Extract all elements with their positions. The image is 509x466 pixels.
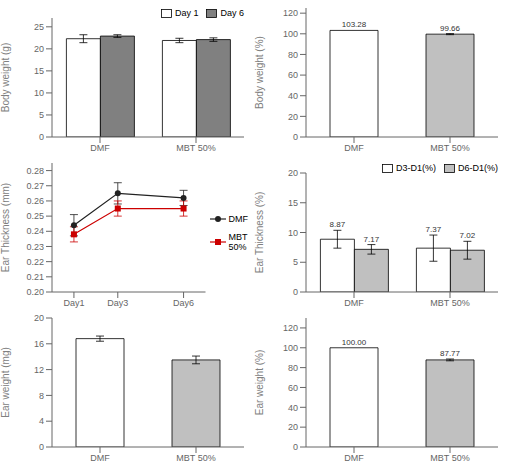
svg-text:MBT 50%: MBT 50% (430, 143, 469, 153)
svg-text:0: 0 (293, 287, 298, 297)
svg-text:0.25: 0.25 (26, 211, 44, 221)
svg-text:100: 100 (283, 343, 298, 353)
svg-text:40: 40 (288, 403, 298, 413)
svg-text:Body weight (%): Body weight (%) (254, 36, 265, 109)
svg-text:8.87: 8.87 (330, 220, 346, 229)
svg-text:7.17: 7.17 (364, 235, 380, 244)
svg-text:DMF: DMF (344, 298, 364, 308)
svg-text:87.77: 87.77 (440, 349, 461, 358)
svg-text:7.37: 7.37 (426, 225, 442, 234)
svg-text:60: 60 (288, 383, 298, 393)
svg-text:60: 60 (288, 70, 298, 80)
svg-text:8: 8 (39, 391, 44, 401)
svg-text:7.02: 7.02 (460, 231, 476, 240)
svg-text:Day6: Day6 (173, 298, 194, 308)
svg-text:16: 16 (34, 339, 44, 349)
svg-text:80: 80 (288, 50, 298, 60)
html-text:D3-D1(%): D3-D1(%) (396, 163, 436, 173)
svg-text:120: 120 (283, 8, 298, 18)
svg-text:0.26: 0.26 (26, 196, 44, 206)
html-text:D6-D1(%): D6-D1(%) (458, 163, 498, 173)
svg-text:0.24: 0.24 (26, 226, 44, 236)
svg-text:4: 4 (39, 416, 44, 426)
svg-text:0.27: 0.27 (26, 181, 44, 191)
svg-text:103.28: 103.28 (342, 20, 367, 29)
svg-text:0.28: 0.28 (26, 166, 44, 176)
svg-text:15: 15 (288, 198, 298, 208)
svg-text:25: 25 (34, 22, 44, 32)
svg-text:0: 0 (293, 132, 298, 142)
svg-text:5: 5 (39, 110, 44, 120)
svg-text:10: 10 (34, 88, 44, 98)
svg-text:80: 80 (288, 363, 298, 373)
svg-text:0: 0 (39, 442, 44, 452)
svg-text:Day3: Day3 (107, 298, 128, 308)
svg-text:99.66: 99.66 (440, 24, 461, 33)
svg-text:DMF: DMF (344, 453, 364, 463)
html-text:Day 1: Day 1 (175, 8, 199, 18)
svg-text:DMF: DMF (90, 143, 110, 153)
svg-text:Day1: Day1 (63, 298, 84, 308)
svg-text:20: 20 (288, 168, 298, 178)
svg-text:12: 12 (34, 365, 44, 375)
svg-text:20: 20 (288, 422, 298, 432)
svg-text:DMF: DMF (344, 143, 364, 153)
svg-text:MBT 50%: MBT 50% (430, 453, 469, 463)
html-text:MBT 50%: MBT 50% (228, 231, 248, 252)
svg-text:100.00: 100.00 (342, 338, 367, 347)
svg-text:20: 20 (34, 313, 44, 323)
svg-text:40: 40 (288, 91, 298, 101)
svg-text:Ear weight (%): Ear weight (%) (254, 350, 265, 416)
svg-text:20: 20 (34, 44, 44, 54)
svg-text:5: 5 (293, 257, 298, 267)
svg-text:0.22: 0.22 (26, 257, 44, 267)
svg-text:120: 120 (283, 323, 298, 333)
svg-text:Ear weight (mg): Ear weight (mg) (8, 347, 11, 418)
svg-text:0: 0 (293, 442, 298, 452)
svg-text:MBT 50%: MBT 50% (430, 298, 469, 308)
svg-text:MBT 50%: MBT 50% (176, 453, 215, 463)
svg-text:DMF: DMF (90, 453, 110, 463)
html-text:DMF: DMF (228, 213, 248, 224)
svg-text:20: 20 (288, 112, 298, 122)
svg-text:10: 10 (288, 228, 298, 238)
svg-text:0: 0 (39, 132, 44, 142)
html-text:Day 6: Day 6 (220, 8, 244, 18)
svg-text:0.21: 0.21 (26, 272, 44, 282)
svg-text:MBT 50%: MBT 50% (176, 143, 215, 153)
svg-text:0.20: 0.20 (26, 287, 44, 297)
svg-text:Body weight (g): Body weight (g) (8, 43, 11, 112)
svg-text:Ear Thickness (mm): Ear Thickness (mm) (8, 183, 11, 272)
svg-text:0.23: 0.23 (26, 242, 44, 252)
svg-text:100: 100 (283, 29, 298, 39)
svg-text:Ear Thickness (%): Ear Thickness (%) (254, 192, 265, 274)
svg-text:15: 15 (34, 66, 44, 76)
